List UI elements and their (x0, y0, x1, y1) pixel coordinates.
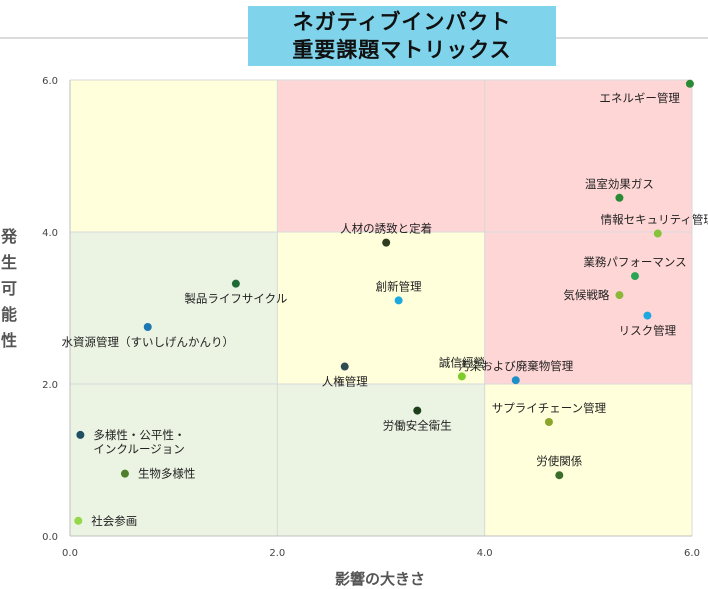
data-label-9: 水資源管理（すいしげんかんり） (62, 335, 235, 349)
zone-8 (484, 80, 692, 232)
zone-7 (484, 232, 692, 384)
data-point-9 (143, 323, 152, 331)
data-point-17 (120, 469, 129, 478)
data-label-18: 社会参画 (91, 514, 137, 528)
data-point-14 (544, 418, 553, 426)
x-axis-label: 影響の大きさ (334, 570, 425, 588)
data-label-2: 情報セキュリティ管理 (601, 213, 708, 227)
data-label-16: 労使関係 (536, 454, 582, 468)
data-point-16 (555, 471, 564, 480)
x-tick-label: 2.0 (269, 548, 285, 559)
data-label-1: 温室効果ガス (585, 177, 654, 191)
data-point-12 (511, 376, 520, 385)
data-label-11: 誠信經營 (439, 355, 485, 369)
zone-layer (70, 80, 692, 536)
data-point-11 (457, 372, 466, 381)
zone-0 (70, 384, 278, 536)
chart-title-line-1: ネガティブインパクト (292, 10, 512, 34)
label-layer: エネルギー管理温室効果ガス情報セキュリティ管理人材の誘致と定着業務パフォーマンス… (62, 91, 708, 528)
x-tick-label: 0.0 (62, 548, 78, 559)
chart-title: ネガティブインパクト 重要課題マトリックス (248, 6, 556, 66)
y-tick-label: 2.0 (42, 380, 58, 391)
y-tick-label: 4.0 (42, 228, 58, 239)
data-label-10: 人権管理 (322, 375, 368, 389)
data-label-5: 製品ライフサイクル (184, 292, 287, 306)
data-point-8 (643, 311, 652, 320)
data-label-17: 生物多様性 (138, 467, 196, 481)
y-tick-label: 0.0 (42, 532, 58, 543)
x-tick-label: 4.0 (477, 548, 493, 559)
tick-layer: 0.0 2.0 4.0 6.0 0.0 2.0 4.0 6.0 (42, 76, 700, 559)
data-point-15 (76, 430, 85, 439)
x-tick-label: 6.0 (684, 548, 700, 559)
data-label-13: 労働安全衛生 (383, 419, 452, 433)
y-tick-label: 6.0 (42, 76, 58, 87)
data-label-15: 多様性・公平性・インクルージョン (93, 428, 185, 456)
data-point-5 (231, 279, 240, 288)
zone-6 (484, 384, 692, 536)
data-label-0: エネルギー管理 (599, 91, 680, 105)
data-label-6: 気候戦略 (563, 288, 609, 302)
data-label-4: 業務パフォーマンス (583, 255, 686, 269)
grid-layer (69, 79, 693, 537)
zone-1 (70, 232, 278, 384)
data-point-10 (340, 362, 349, 371)
point-layer (74, 79, 694, 525)
data-label-7: 創新管理 (376, 279, 422, 293)
data-label-14: サプライチェーン管理 (492, 401, 607, 415)
zone-4 (277, 232, 485, 384)
zone-5 (277, 80, 485, 232)
data-point-13 (413, 406, 422, 415)
data-point-3 (382, 238, 391, 247)
data-label-12: 汚染および廃棄物管理 (458, 359, 573, 373)
data-point-7 (394, 296, 403, 305)
zone-2 (70, 80, 278, 232)
data-point-2 (653, 229, 662, 238)
data-point-1 (615, 193, 624, 202)
data-label-8: リスク管理 (619, 324, 677, 338)
zone-3 (277, 384, 485, 536)
data-point-6 (615, 291, 624, 300)
data-point-0 (685, 79, 694, 88)
chart-title-line-2: 重要課題マトリックス (292, 38, 512, 62)
data-point-18 (74, 516, 83, 525)
y-axis-label: 発生可能性 (0, 228, 17, 358)
data-label-3: 人材の誘致と定着 (340, 222, 432, 236)
data-point-4 (630, 272, 639, 281)
